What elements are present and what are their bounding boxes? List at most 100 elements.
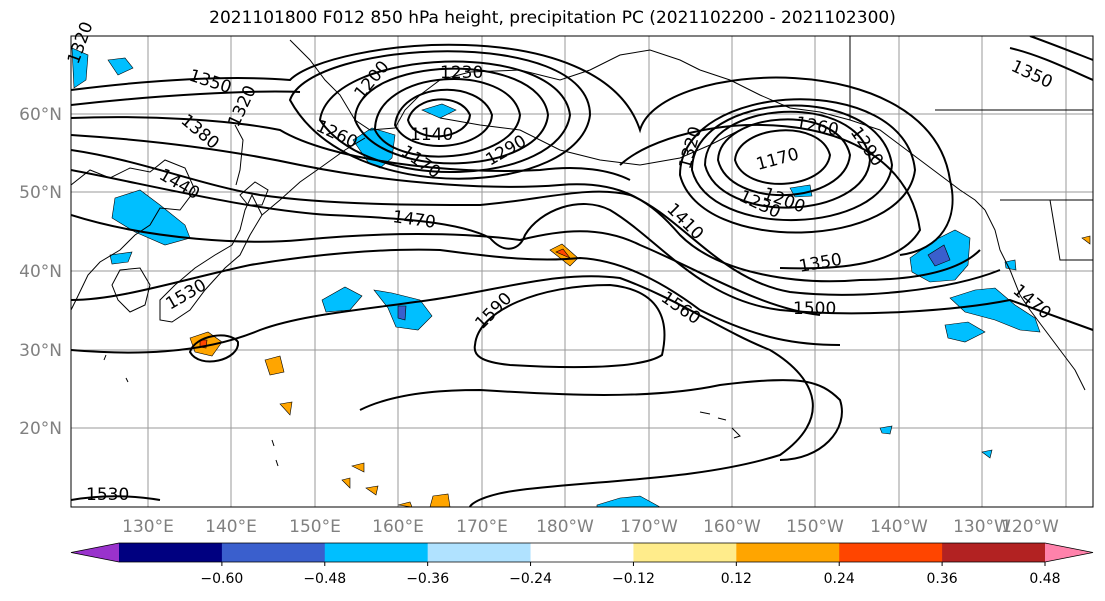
contour-1230-e [703, 110, 872, 209]
contour-label: 1170 [754, 144, 801, 175]
precip-neg-area [321, 286, 363, 313]
contour-1140 [406, 98, 472, 138]
contour-1320 [71, 43, 954, 256]
contour-label: 1350 [797, 250, 843, 277]
colorbar-tick-label: 0.12 [721, 571, 752, 587]
colorbar-segment [324, 543, 429, 562]
precip-neg-area [949, 287, 1041, 333]
na-west-coast [984, 209, 1086, 391]
contour-label: 1230 [440, 63, 483, 83]
colorbar-tick-label: −0.24 [509, 571, 552, 587]
latitude-labels: 60°N 50°N 40°N 30°N 20°N [19, 105, 62, 439]
contour-label: 1440 [156, 165, 203, 204]
precip-neg-area [107, 57, 134, 76]
precip-neg-area [981, 449, 993, 459]
colorbar-segment [530, 543, 634, 562]
colorbar-segment [221, 543, 326, 562]
colorbar-outline [70, 542, 1094, 563]
colorbar-segment [119, 543, 223, 562]
contour-label: 1590 [471, 289, 516, 334]
lat-label: 30°N [19, 341, 62, 361]
lon-label: 160°E [372, 517, 424, 537]
precip-neg-area [421, 103, 457, 119]
contour-label: 1530 [163, 275, 210, 314]
lon-label: 160°W [703, 517, 761, 537]
colorbar-segment [427, 543, 532, 562]
contour-1560 [71, 275, 814, 507]
contour-label: 1140 [410, 125, 453, 145]
contour-1290-e [678, 98, 917, 234]
sakhalin-coast [234, 124, 244, 186]
lon-label: 130°E [122, 517, 174, 537]
colorbar-tick-labels: −0.60 −0.48 −0.36 −0.24 −0.12 0.12 0.24 0.36 0.4… [200, 562, 1061, 587]
colorbar-segment [942, 543, 1046, 562]
colorbar-tick-label: −0.48 [303, 571, 346, 587]
precip-pos-area [1081, 235, 1091, 245]
precip-pos-area [429, 493, 451, 507]
precip-strong [927, 244, 951, 267]
contour-1590-outer [359, 379, 843, 461]
lon-label: 130°W [953, 517, 1011, 537]
contour-ne-1320 [1009, 36, 1093, 81]
colorbar-extend-high [1045, 543, 1093, 562]
colorbar-tick-label: −0.36 [406, 571, 449, 587]
precip-neg-area [596, 495, 661, 507]
kuril-arc [261, 137, 366, 216]
precip-pos-area [351, 462, 365, 473]
map-title: 2021101800 F012 850 hPa height, precipit… [209, 8, 896, 28]
lon-label: 170°E [456, 517, 508, 537]
contour-label: 1260 [794, 113, 840, 140]
precip-neg-area [944, 321, 986, 343]
contour-label: 1500 [793, 299, 836, 319]
precip-strong-pos [555, 248, 571, 259]
contour-label: 1320 [64, 19, 98, 66]
alaska-coast [699, 69, 986, 211]
lat-label: 50°N [19, 183, 62, 203]
contour-1260-e [690, 104, 894, 221]
contour-1410 [71, 134, 981, 283]
contour-1350 [71, 90, 922, 270]
lon-label: 150°E [289, 517, 341, 537]
hokkaido-coast [239, 181, 269, 206]
height-contours [71, 36, 1093, 507]
map-frame [70, 35, 1094, 508]
precip-neg-area [71, 47, 89, 89]
colorbar-segment [839, 543, 943, 562]
contour-1470 [71, 169, 1093, 331]
precip-pos-area [365, 485, 379, 496]
precip-shading [71, 47, 1091, 507]
pacific-islands [103, 354, 279, 467]
lon-label: 150°W [786, 517, 844, 537]
contour-1590 [473, 283, 666, 369]
precip-pos-area [397, 501, 413, 507]
colorbar-tick-label: −0.12 [612, 571, 655, 587]
lon-label: 180°W [536, 517, 594, 537]
precip-neg-area [109, 251, 133, 265]
lon-label: 170°W [620, 517, 678, 537]
colorbar-extend-low [71, 543, 119, 562]
lon-label: 120°W [1001, 517, 1059, 537]
contour-1290-w [288, 50, 592, 180]
aleutian-arc [439, 117, 741, 166]
lon-label: 140°W [870, 517, 928, 537]
contour-1440 [71, 149, 1001, 296]
precip-pos-area [264, 355, 285, 376]
contour-1200-e [716, 118, 852, 197]
contour-low-1530 [71, 495, 161, 501]
contour-label: 1320 [676, 124, 707, 171]
contour-1500 [71, 214, 821, 316]
contour-1380 [71, 116, 631, 181]
lat-label: 40°N [19, 262, 62, 282]
colorbar-segment [736, 543, 840, 562]
contour-1170-e [733, 129, 832, 185]
coastlines [71, 36, 1093, 467]
colorbar [70, 542, 1094, 563]
contour-local-30n [188, 334, 240, 363]
colorbar-segment [633, 543, 737, 562]
asia-coast [71, 159, 196, 311]
lon-label: 140°E [205, 517, 257, 537]
precip-neg-area [879, 425, 893, 435]
colorbar-tick-label: 0.36 [927, 571, 958, 587]
colorbar-tick-label: −0.60 [200, 571, 243, 587]
contour-1170-w [393, 88, 494, 147]
